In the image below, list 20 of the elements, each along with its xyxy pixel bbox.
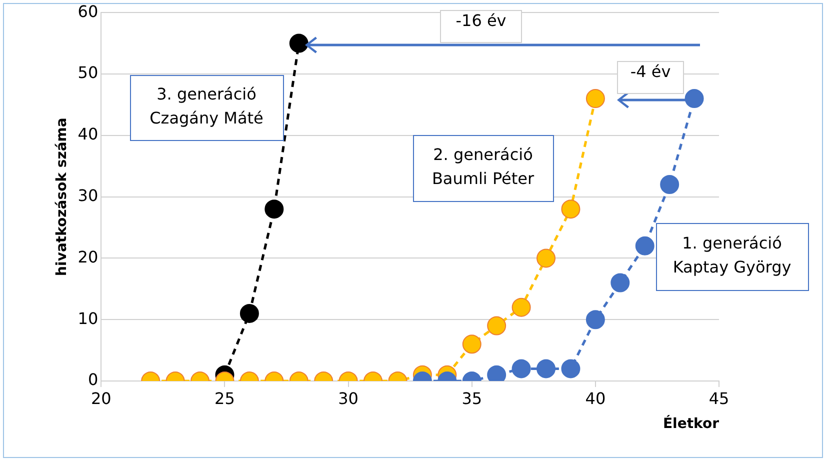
y-tick-label: 30: [78, 186, 98, 205]
x-tick-label: 40: [585, 388, 606, 408]
y-tick-label: 0: [88, 370, 98, 390]
series-label: 3. generáció Czagány Máté: [150, 84, 264, 128]
x-tick-label: 20: [90, 388, 112, 408]
y-tick-label: 60: [78, 2, 98, 21]
x-tick-label: 25: [214, 388, 235, 408]
y-tick-label: 20: [78, 247, 98, 266]
x-tick-label: 30: [338, 388, 358, 408]
annotation: -16 év: [440, 10, 522, 43]
text: 2. generáció Baumli Péter: [432, 145, 534, 188]
annotation: -4 év: [617, 61, 684, 94]
y-tick-label: 40: [78, 124, 98, 144]
y-tick-label: 10: [78, 308, 98, 328]
x-tick-label: 35: [462, 388, 482, 408]
y-axis-title: hivatkozások száma: [54, 118, 70, 276]
series-label: 1. generáció Kaptay György: [672, 234, 792, 277]
y-tick-label: 50: [78, 63, 98, 82]
x-tick-label: 45: [708, 388, 730, 408]
x-axis-title: Életkor: [662, 415, 720, 432]
